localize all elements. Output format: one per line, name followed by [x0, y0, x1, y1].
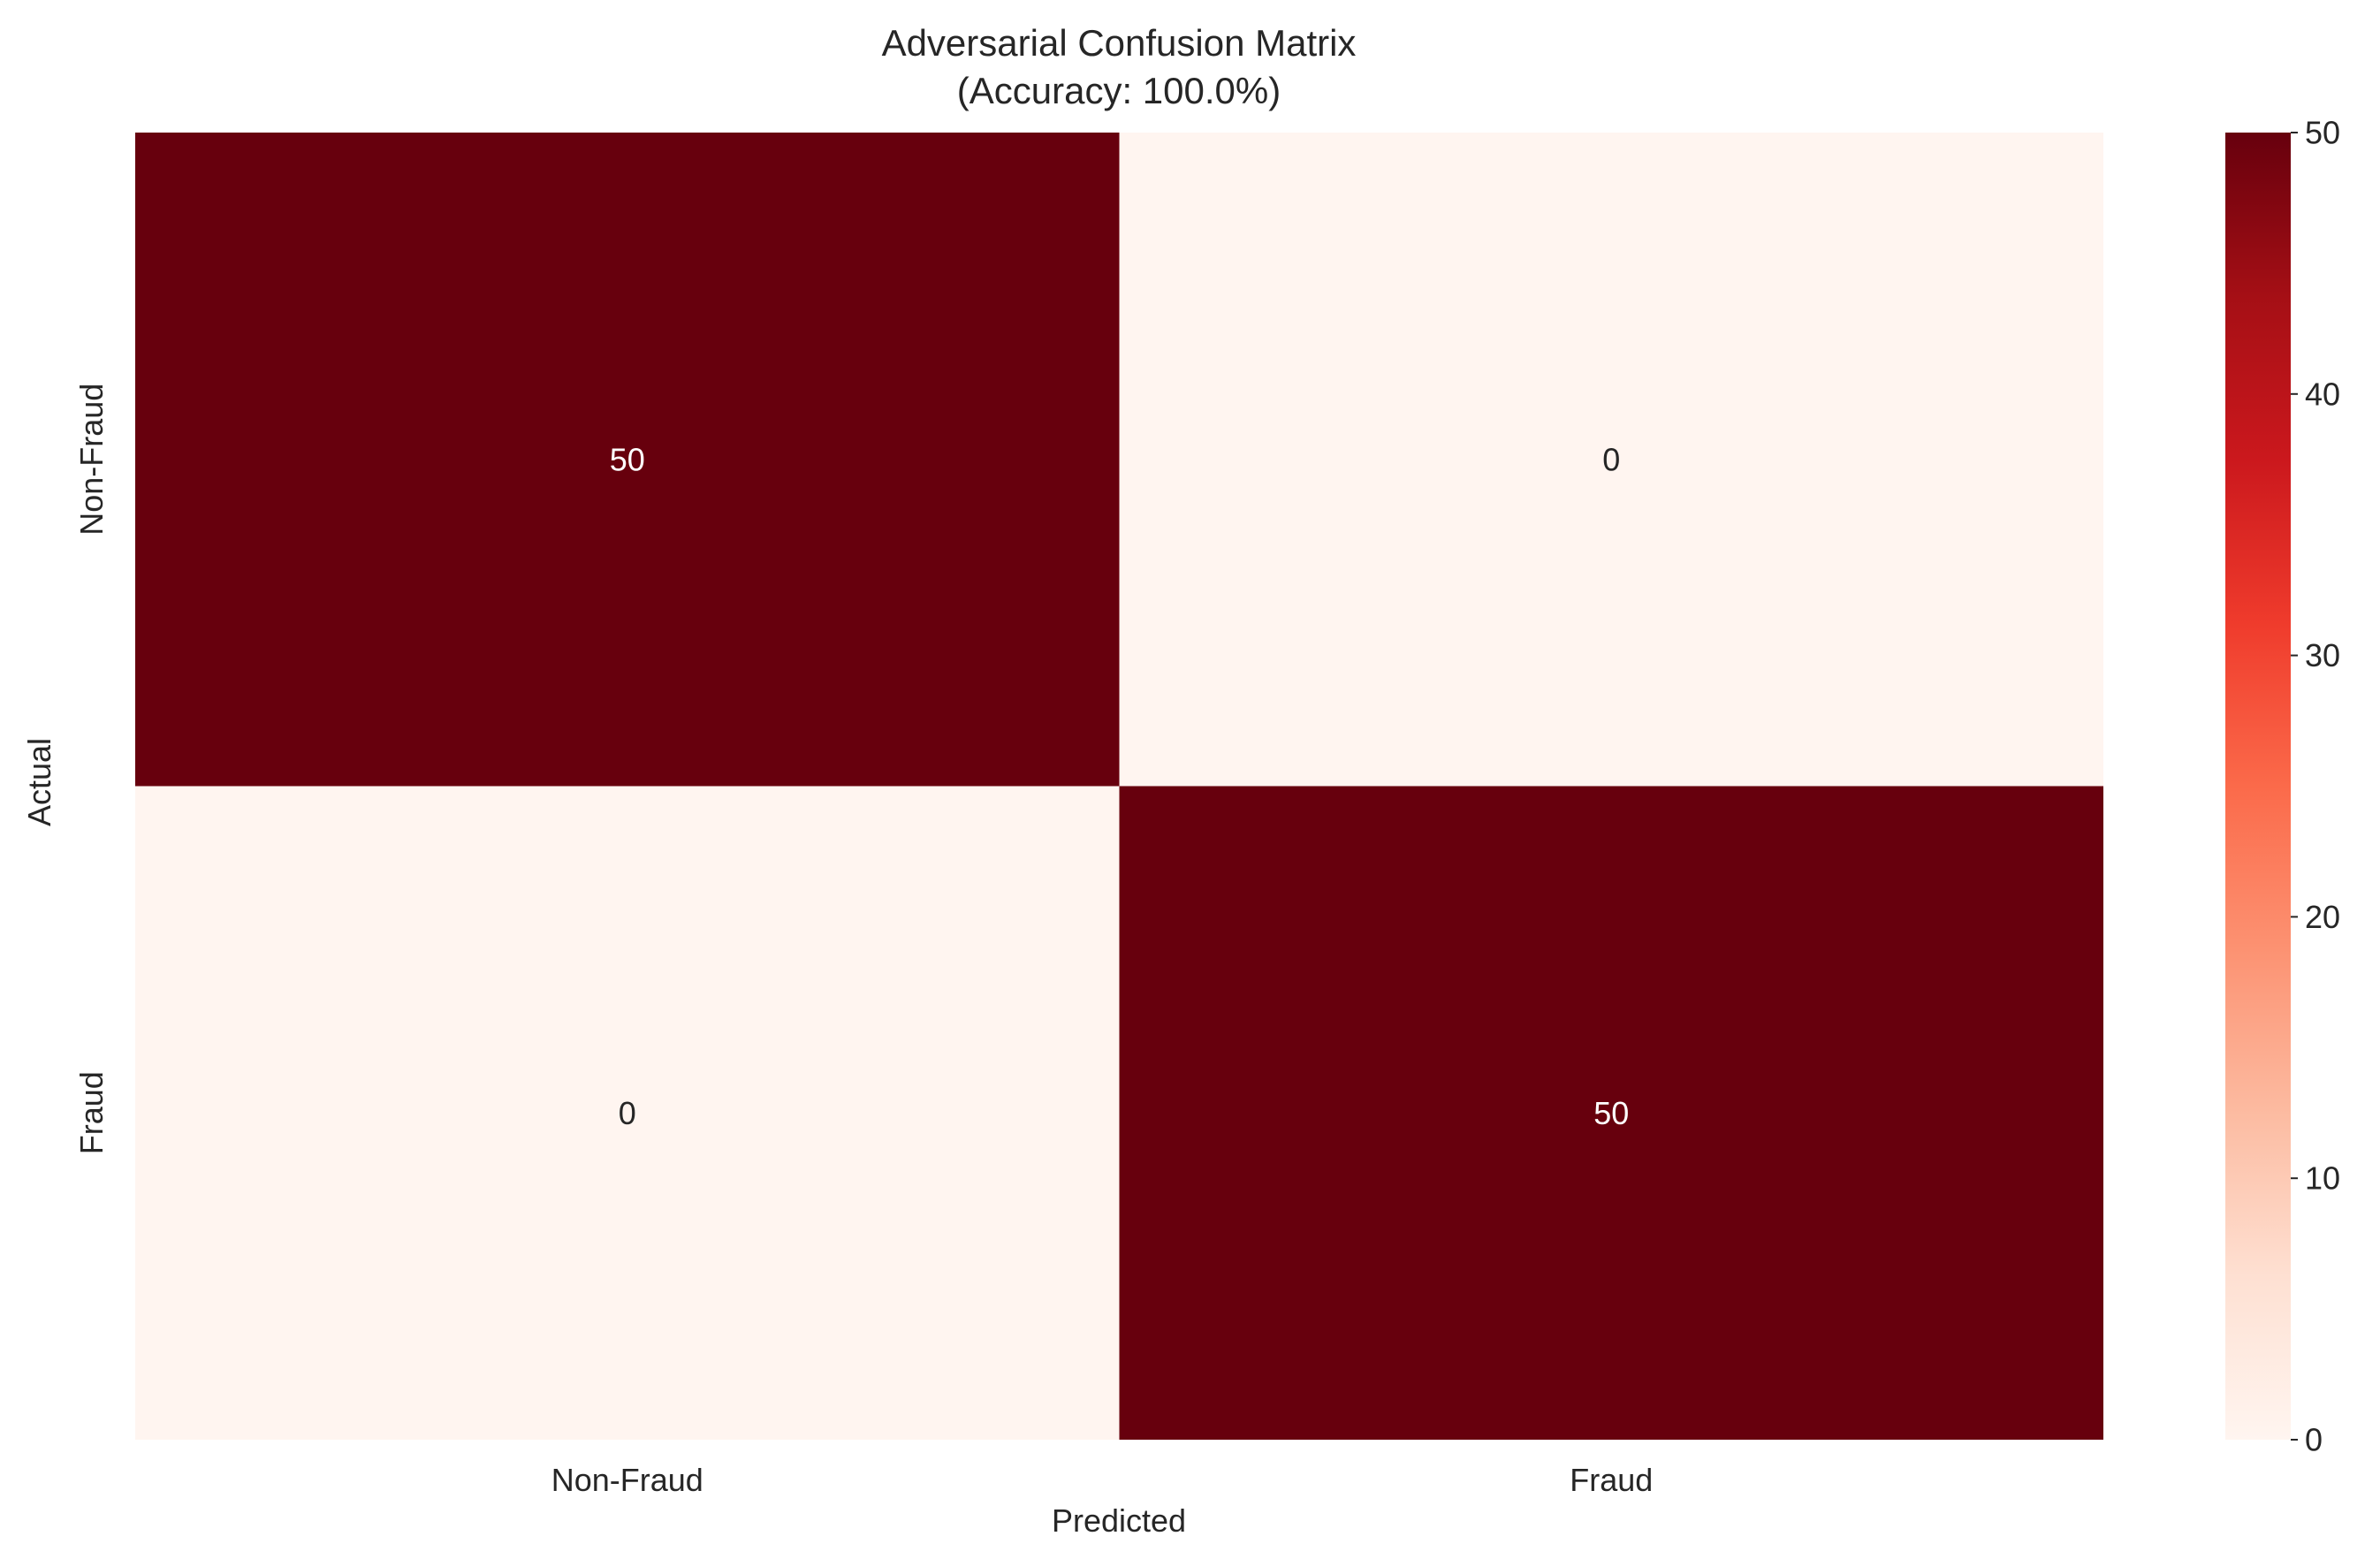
y-tick-label: Fraud	[73, 1071, 110, 1154]
y-tick-label: Non-Fraud	[73, 384, 110, 536]
heatmap-cells	[135, 133, 2103, 1440]
colorbar-tick-label: 20	[2305, 899, 2340, 935]
colorbar-tick-label: 50	[2305, 115, 2340, 151]
cell-value-label: 0	[619, 1095, 636, 1131]
x-axis-label: Predicted	[1052, 1502, 1186, 1539]
colorbar-tick-label: 30	[2305, 637, 2340, 673]
heatmap-cell	[135, 786, 1120, 1440]
chart-title: Adversarial Confusion Matrix	[882, 22, 1357, 64]
colorbar-tick-label: 40	[2305, 376, 2340, 412]
x-axis-ticks: Non-Fraud Fraud	[551, 1462, 1654, 1498]
heatmap-cell	[135, 133, 1120, 787]
colorbar-tick-label: 0	[2305, 1422, 2323, 1458]
cell-value-label: 50	[1593, 1095, 1629, 1131]
colorbar-ticks: 0 10 20 30 40 50	[2291, 115, 2340, 1458]
heatmap-cell	[1119, 133, 2103, 787]
cell-value-label: 50	[610, 441, 645, 477]
x-tick-label: Fraud	[1570, 1462, 1653, 1498]
x-tick-label: Non-Fraud	[551, 1462, 703, 1498]
cell-value-label: 0	[1602, 441, 1620, 477]
y-axis-label: Actual	[21, 738, 57, 826]
chart-subtitle: (Accuracy: 100.0%)	[957, 70, 1281, 111]
colorbar-tick-label: 10	[2305, 1160, 2340, 1197]
heatmap-cell	[1119, 786, 2103, 1440]
colorbar	[2225, 133, 2291, 1440]
y-axis-ticks: Non-Fraud Fraud	[73, 384, 110, 1155]
heatmap-cell-labels: 50 0 0 50	[610, 441, 1630, 1131]
